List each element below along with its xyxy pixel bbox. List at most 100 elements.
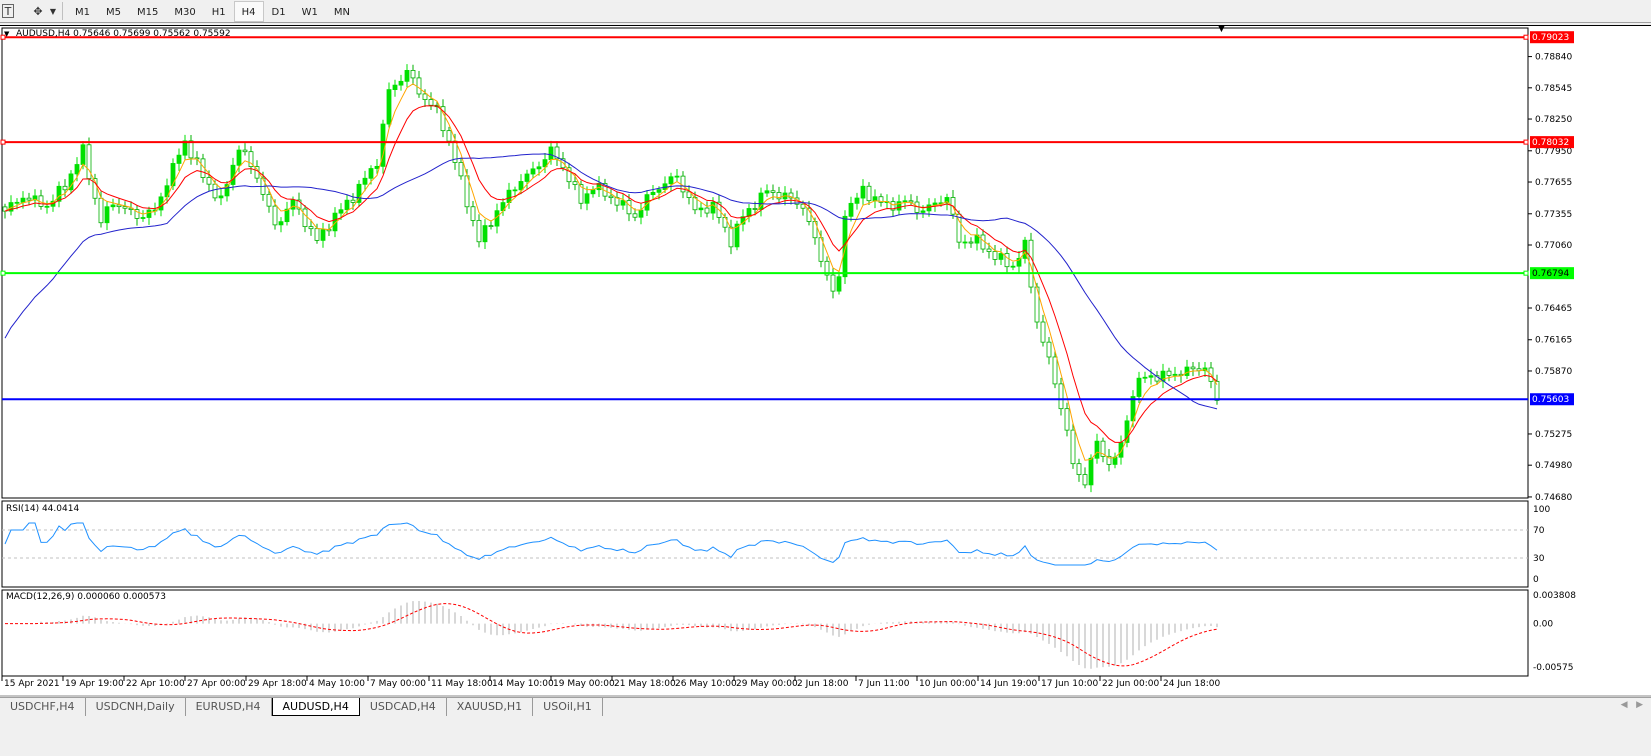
time-label: 14 May 10:00 <box>492 679 554 689</box>
candle-body <box>410 70 416 79</box>
arrows-tool-icon[interactable]: ✥ <box>33 4 43 18</box>
timeframe-d1[interactable]: D1 <box>271 6 286 18</box>
chart-canvas[interactable]: 0.78840 0.78545 0.78250 0.77950 0.77655 0.773… <box>0 26 1651 698</box>
line-anchor-handle <box>0 139 6 145</box>
candle-body <box>428 99 434 106</box>
candle-body <box>620 200 626 206</box>
candle-body <box>404 70 410 82</box>
text-tool-icon[interactable]: T <box>2 4 14 18</box>
timeframe-mn[interactable]: MN <box>333 6 350 18</box>
macd-histogram <box>40 601 1218 669</box>
tab-audusd-h4[interactable]: AUDUSD,H4 <box>271 698 360 716</box>
timeframe-h1[interactable]: H1 <box>211 6 226 18</box>
candle-body <box>824 260 830 276</box>
dropdown-icon[interactable]: ▼ <box>49 6 57 16</box>
timeframe-m15[interactable]: M15 <box>137 6 159 18</box>
candle-body <box>1166 370 1172 376</box>
candle-body <box>422 93 428 100</box>
time-label: 24 Jun 18:00 <box>1163 679 1220 689</box>
candle-body <box>386 89 392 125</box>
collapse-triangle-icon[interactable]: ▼ <box>4 30 10 38</box>
candle-body <box>962 241 968 244</box>
candle-body <box>68 173 74 191</box>
rsi-info: RSI(14) 44.0414 <box>6 504 80 514</box>
candle-body <box>1046 341 1052 358</box>
candle-body <box>1058 383 1064 410</box>
rsi-tick-label: 30 <box>1533 554 1545 564</box>
toolbar: T ✥ ▼ M1 M5 M15 M30 H1 H4 D1 W1 MN <box>0 0 1651 23</box>
candle-body <box>998 253 1004 260</box>
rsi-tick-label: 0 <box>1533 575 1539 585</box>
line-anchor-handle <box>1523 139 1529 145</box>
candle-body <box>116 204 122 208</box>
timeframe-m5[interactable]: M5 <box>106 6 121 18</box>
rsi-pane <box>1 500 1529 588</box>
candle-body <box>572 181 578 185</box>
candle-body <box>368 168 374 179</box>
candle-body <box>338 209 344 214</box>
candle-body <box>302 208 308 228</box>
candle-body <box>80 144 86 165</box>
line-anchor-handle <box>0 34 6 40</box>
candle-body <box>578 184 584 204</box>
candle-body <box>764 190 770 194</box>
candle-body <box>1190 366 1196 370</box>
candle-body <box>44 205 50 208</box>
candle-body <box>890 201 896 211</box>
timeframe-m1[interactable]: M1 <box>75 6 90 18</box>
candle-body <box>476 220 482 243</box>
candle-body <box>356 183 362 203</box>
candle-body <box>272 205 278 226</box>
tab-xauusd-h1[interactable]: XAUUSD,H1 <box>447 698 534 716</box>
candle-body <box>146 209 152 218</box>
rsi-line <box>4 522 1218 566</box>
time-label: 4 May 10:00 <box>309 679 365 689</box>
candle-body <box>122 206 128 209</box>
candle-body <box>1070 429 1076 465</box>
price-tick-label: 0.75870 <box>1535 367 1572 377</box>
tab-usdchf-h4[interactable]: USDCHF,H4 <box>0 698 86 716</box>
candle-body <box>176 154 182 164</box>
candle-body <box>218 195 224 199</box>
price-tick-label: 0.78250 <box>1535 115 1572 125</box>
candle-body <box>236 149 242 166</box>
macd-info: MACD(12,26,9) 0.000060 0.000573 <box>6 592 166 602</box>
time-label: 17 Jun 10:00 <box>1041 679 1098 689</box>
tab-usoil-h1[interactable]: USOil,H1 <box>533 698 603 716</box>
candle-body <box>170 163 176 187</box>
candle-body <box>296 199 302 210</box>
line-anchor-handle <box>1523 270 1529 276</box>
tab-usdcnh-daily[interactable]: USDCNH,Daily <box>86 698 186 716</box>
candle-body <box>848 202 854 217</box>
price-label-bg <box>1530 31 1574 44</box>
chart-window[interactable]: 0.78840 0.78545 0.78250 0.77950 0.77655 0.773… <box>0 25 1651 697</box>
candle-body <box>62 185 68 191</box>
timeframe-h4[interactable]: H4 <box>233 0 264 22</box>
line-anchor-handle <box>0 270 6 276</box>
time-label: 10 Jun 00:00 <box>919 679 976 689</box>
candle-body <box>458 162 464 177</box>
candle-body <box>278 221 284 226</box>
candle-body <box>626 200 632 215</box>
candle-body <box>1010 265 1016 268</box>
candle-body <box>836 276 842 292</box>
tab-eurusd-h4[interactable]: EURUSD,H4 <box>186 698 272 716</box>
candle-body <box>1022 239 1028 259</box>
time-label: 26 May 10:00 <box>675 679 737 689</box>
tab-scroll-arrows-icon[interactable]: ◀ ▶ <box>1620 700 1643 710</box>
candle-body <box>608 195 614 199</box>
timeframe-w1[interactable]: W1 <box>301 6 318 18</box>
candle-body <box>656 189 662 193</box>
time-label: 19 May 00:00 <box>553 679 615 689</box>
price-tick-label: 0.77655 <box>1535 178 1572 188</box>
tab-usdcad-h4[interactable]: USDCAD,H4 <box>360 698 447 716</box>
candle-body <box>74 164 80 175</box>
timeframe-m30[interactable]: M30 <box>174 6 196 18</box>
candle-body <box>1184 366 1190 376</box>
candle-body <box>554 146 560 160</box>
price-label-bg <box>1530 393 1574 406</box>
rsi-tick-label: 70 <box>1533 526 1545 536</box>
candle-body <box>638 209 644 218</box>
candle-body <box>860 185 866 199</box>
candle-body <box>188 140 194 159</box>
